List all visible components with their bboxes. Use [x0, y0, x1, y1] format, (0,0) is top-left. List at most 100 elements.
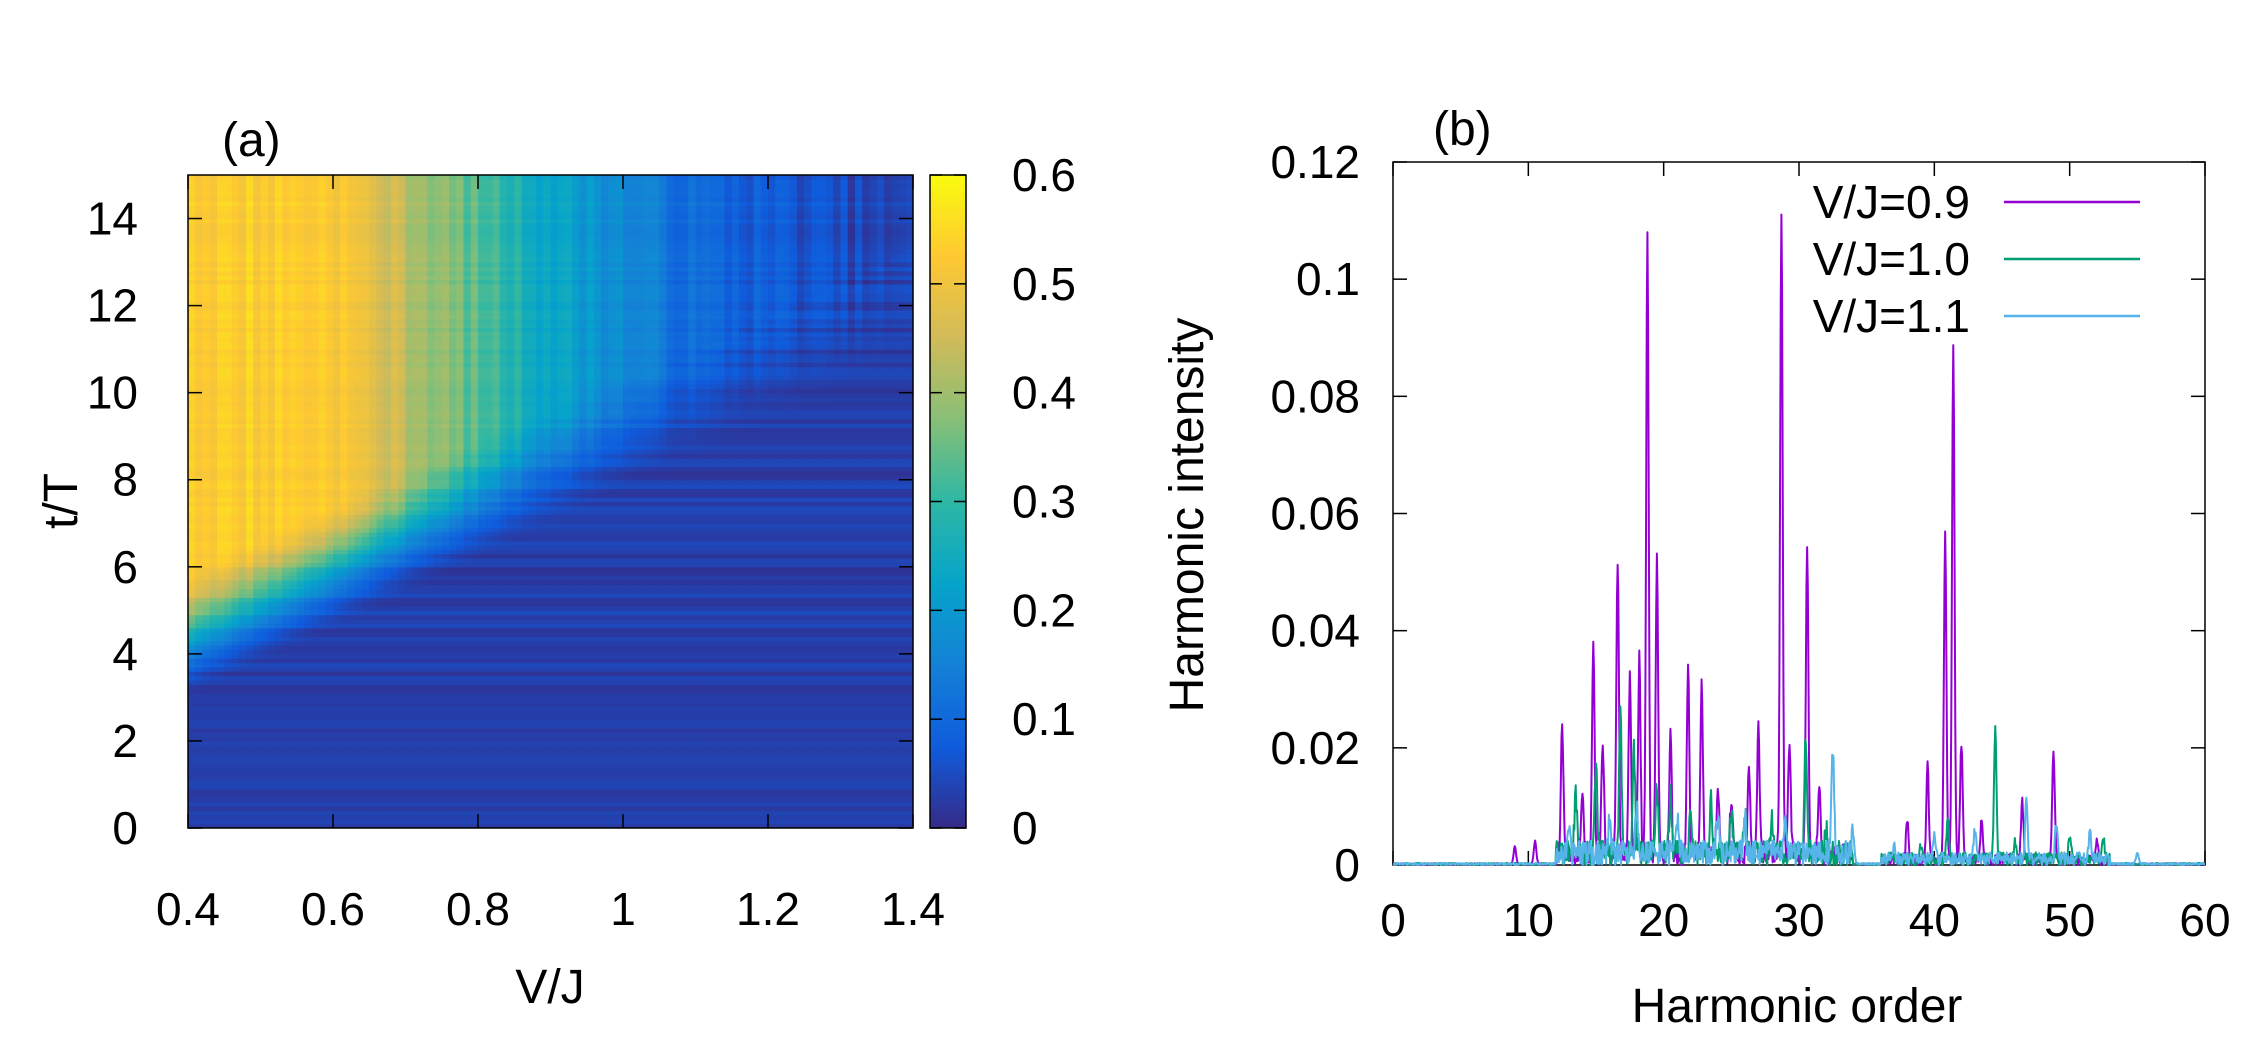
heatmap-cell: [318, 531, 327, 537]
heatmap-cell: [217, 340, 225, 346]
heatmap-cell: [340, 771, 349, 777]
heatmap-cell: [391, 497, 399, 503]
heatmap-cell: [238, 444, 247, 450]
heatmap-cell: [275, 740, 283, 746]
heatmap-cell: [231, 427, 240, 433]
heatmap-cell: [347, 436, 356, 442]
heatmap-cell: [296, 784, 305, 790]
heatmap-cell: [209, 362, 218, 368]
heatmap-cell: [369, 788, 378, 794]
heatmap-cell: [369, 301, 378, 307]
heatmap-cell: [376, 275, 385, 281]
heatmap-cell: [246, 466, 254, 472]
heatmap-cell: [412, 488, 421, 494]
heatmap-cell: [369, 823, 378, 828]
heatmap-cell: [195, 645, 204, 651]
heatmap-cell: [260, 536, 269, 542]
heatmap-cell: [202, 449, 211, 455]
heatmap-cell: [267, 675, 276, 681]
heatmap-cell: [195, 227, 204, 233]
heatmap-cell: [398, 370, 407, 376]
heatmap-cell: [296, 740, 305, 746]
heatmap-cell: [275, 253, 283, 259]
heatmap-cell: [325, 196, 334, 202]
heatmap-cell: [282, 353, 291, 359]
heatmap-cell: [217, 736, 225, 742]
heatmap-cell: [354, 806, 363, 812]
heatmap-cell: [231, 510, 240, 516]
heatmap-cell: [231, 592, 240, 598]
heatmap-cell: [420, 362, 428, 368]
heatmap-cell: [376, 627, 385, 633]
heatmap-cell: [238, 645, 247, 651]
heatmap-cell: [340, 527, 349, 533]
heatmap-cell: [362, 566, 370, 572]
heatmap-cell: [231, 619, 240, 624]
heatmap-cell: [354, 353, 363, 359]
heatmap-cell: [217, 679, 225, 685]
heatmap-cell: [398, 806, 407, 812]
heatmap-cell: [311, 671, 320, 677]
heatmap-cell: [188, 257, 196, 263]
heatmap-cell: [347, 579, 356, 585]
heatmap-cell: [420, 457, 428, 463]
heatmap-cell: [383, 209, 392, 215]
heatmap-cell: [376, 397, 385, 402]
heatmap-cell: [325, 340, 334, 346]
heatmap-cell: [188, 401, 196, 407]
heatmap-cell: [217, 797, 225, 803]
heatmap-cell: [318, 714, 327, 720]
heatmap-cell: [209, 366, 218, 372]
heatmap-cell: [398, 562, 407, 568]
heatmap-cell: [282, 222, 291, 228]
heatmap-cell: [391, 323, 399, 328]
heatmap-cell: [383, 196, 392, 202]
heatmap-cell: [340, 401, 349, 407]
heatmap-cell: [246, 623, 254, 629]
heatmap-cell: [311, 666, 320, 672]
heatmap-cell: [412, 775, 421, 781]
heatmap-cell: [188, 762, 196, 768]
heatmap-cell: [420, 740, 428, 746]
heatmap-cell: [398, 196, 407, 202]
heatmap-cell: [376, 457, 385, 463]
heatmap-cell: [217, 444, 225, 450]
heatmap-cell: [246, 479, 254, 485]
heatmap-cell: [398, 205, 407, 211]
heatmap-cell: [311, 749, 320, 755]
heatmap-cell: [376, 492, 385, 498]
heatmap-cell: [369, 767, 378, 772]
heatmap-cell: [391, 309, 399, 315]
heatmap-cell: [427, 758, 436, 764]
heatmap-cell: [311, 244, 320, 250]
heatmap-cell: [231, 727, 240, 733]
heatmap-cell: [398, 266, 407, 272]
heatmap-cell: [296, 549, 305, 555]
heatmap-cell: [362, 767, 370, 772]
heatmap-cell: [246, 462, 254, 468]
heatmap-cell: [246, 558, 254, 564]
heatmap-cell: [420, 275, 428, 281]
heatmap-cell: [376, 366, 385, 372]
heatmap-cell: [354, 684, 363, 690]
heatmap-cell: [325, 279, 334, 285]
heatmap-cell: [405, 806, 414, 812]
heatmap-cell: [267, 749, 276, 755]
heatmap-cell: [188, 684, 196, 690]
heatmap-cell: [340, 240, 349, 246]
heatmap-cell: [246, 423, 254, 429]
heatmap-cell: [412, 414, 421, 420]
heatmap-cell: [405, 392, 414, 398]
heatmap-cell: [318, 562, 327, 568]
heatmap-cell: [231, 732, 240, 738]
heatmap-cell: [224, 222, 233, 228]
heatmap-cell: [289, 627, 298, 633]
heatmap-cell: [246, 701, 254, 707]
heatmap-cell: [275, 679, 283, 685]
heatmap-cell: [383, 296, 392, 302]
heatmap-cell: [231, 793, 240, 799]
heatmap-cell: [304, 340, 312, 346]
heatmap-cell: [304, 362, 312, 368]
heatmap-cell: [347, 775, 356, 781]
heatmap-cell: [209, 732, 218, 738]
